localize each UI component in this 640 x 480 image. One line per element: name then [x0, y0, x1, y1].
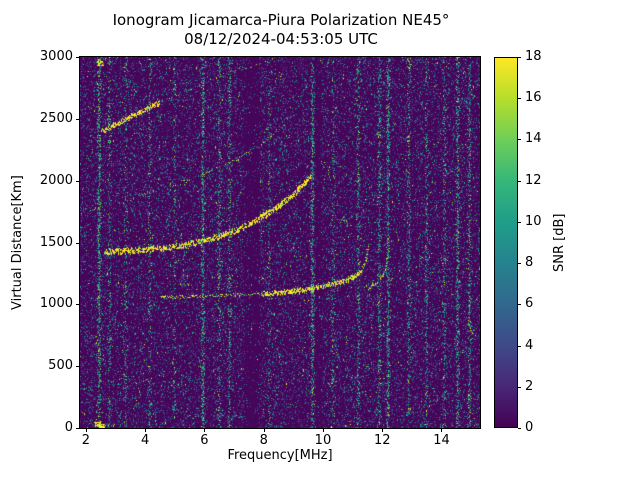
colorbar-tick-label: 18 [525, 49, 542, 64]
y-axis-label: Virtual Distance[Km] [10, 175, 25, 310]
colorbar-tick-mark [518, 139, 521, 141]
y-tick-mark [76, 304, 80, 306]
colorbar-tick-label: 14 [525, 131, 542, 147]
y-tick-label: 0 [64, 420, 73, 435]
colorbar [494, 57, 518, 428]
colorbar-tick-mark [518, 263, 521, 265]
colorbar-tick-label: 16 [525, 90, 542, 106]
colorbar-tick-label: 8 [525, 255, 534, 271]
y-tick-label: 1000 [39, 296, 73, 312]
colorbar-tick-mark [518, 428, 521, 429]
y-tick-mark [76, 366, 80, 368]
ionogram-heatmap [79, 56, 481, 429]
colorbar-tick-label: 0 [525, 420, 534, 435]
x-tick-label: 2 [81, 433, 91, 448]
x-tick-label: 10 [314, 433, 332, 448]
colorbar-tick-label: 4 [525, 337, 534, 353]
x-tick-mark [322, 428, 324, 432]
y-tick-label: 3000 [39, 49, 73, 64]
colorbar-tick-mark [518, 180, 521, 182]
x-tick-label: 8 [259, 433, 268, 448]
x-tick-mark [85, 428, 87, 432]
colorbar-tick-mark [518, 221, 521, 223]
y-tick-label: 1500 [39, 234, 73, 250]
y-tick-label: 2000 [39, 172, 73, 188]
y-tick-mark [76, 428, 80, 429]
colorbar-tick-mark [518, 57, 521, 58]
y-tick-mark [76, 57, 80, 58]
y-tick-mark [76, 180, 80, 182]
x-tick-label: 6 [200, 433, 209, 448]
x-tick-label: 12 [373, 433, 391, 448]
y-tick-label: 500 [48, 358, 73, 374]
colorbar-tick-mark [518, 386, 521, 388]
y-tick-label: 2500 [39, 110, 73, 126]
colorbar-label: SNR [dB] [552, 213, 567, 272]
colorbar-tick-label: 6 [525, 296, 534, 312]
y-tick-mark [76, 118, 80, 120]
colorbar-tick-label: 2 [525, 378, 534, 394]
x-tick-mark [441, 428, 443, 432]
chart-title: Ionogram Jicamarca-Piura Polarization NE… [112, 11, 450, 29]
x-tick-mark [382, 428, 384, 432]
x-tick-mark [263, 428, 265, 432]
x-tick-label: 14 [433, 433, 450, 448]
colorbar-tick-label: 10 [525, 213, 542, 229]
x-axis-label: Frequency[MHz] [227, 448, 333, 463]
colorbar-tick-mark [518, 98, 521, 100]
colorbar-tick-mark [518, 345, 521, 347]
chart-subtitle: 08/12/2024-04:53:05 UTC [184, 30, 378, 48]
x-tick-label: 4 [141, 433, 150, 448]
colorbar-tick-label: 12 [525, 172, 542, 188]
colorbar-tick-mark [518, 304, 521, 306]
x-tick-mark [204, 428, 206, 432]
x-tick-mark [145, 428, 147, 432]
y-tick-mark [76, 242, 80, 244]
